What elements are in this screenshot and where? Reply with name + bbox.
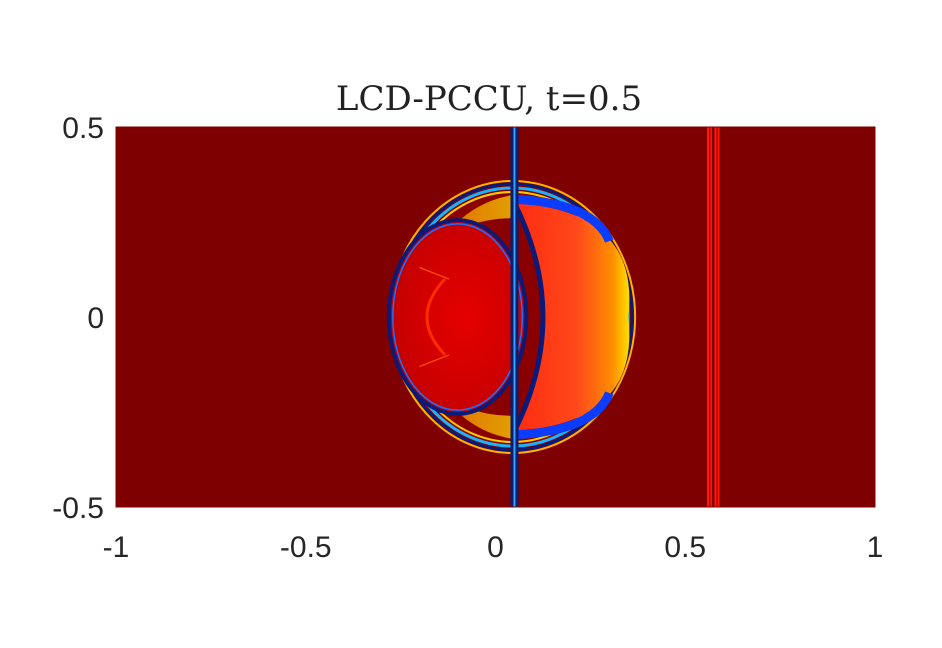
x-axis-ticks: -1 -0.5 0 0.5 1 [103,531,884,564]
y-tick-label: -0.5 [52,492,104,525]
right-crescent-region [514,203,630,431]
y-tick-label: 0.5 [62,112,104,145]
x-tick-label: 0.5 [664,531,706,564]
reflected-wave-rays [419,267,450,367]
right-crescent-lower-band [514,391,614,440]
incident-shock-core [513,127,516,507]
plot-frame [115,126,876,508]
y-tick-label: 0 [87,302,104,335]
x-tick-label: 0 [487,531,504,564]
right-crescent-upper-band [514,194,614,243]
material-interface [512,201,546,433]
x-tick-label: 1 [867,531,884,564]
flow-features [386,127,720,507]
reflected-wave-arc [425,277,447,357]
y-axis-ticks: -0.5 0 0.5 [52,112,104,525]
x-tick-label: -0.5 [280,531,332,564]
x-tick-label: -1 [103,531,130,564]
inner-bubble [386,218,529,416]
plot-area [116,127,875,507]
inner-bubble-edge [392,223,524,411]
transmitted-shock-core-2 [716,127,719,507]
transmitted-shock-core-1 [708,127,711,507]
chart-title: LCD-PCCU, t=0.5 [336,79,642,119]
